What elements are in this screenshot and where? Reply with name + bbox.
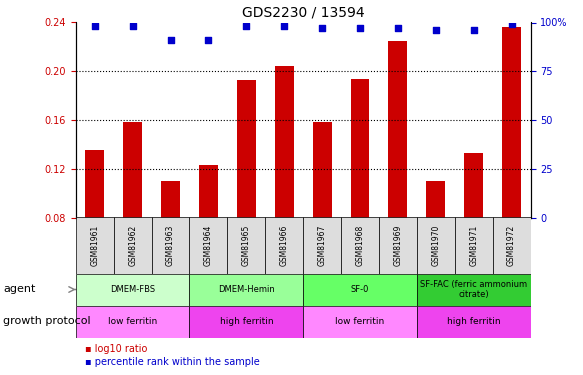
Point [469, 27, 478, 33]
FancyBboxPatch shape [152, 217, 189, 274]
Text: growth protocol: growth protocol [3, 316, 90, 326]
Bar [85, 150, 104, 217]
FancyBboxPatch shape [417, 306, 531, 338]
Bar [464, 153, 483, 218]
Text: GSM81972: GSM81972 [507, 225, 516, 266]
Point [90, 23, 99, 29]
Text: SF-FAC (ferric ammonium
citrate): SF-FAC (ferric ammonium citrate) [420, 280, 527, 299]
FancyBboxPatch shape [303, 306, 417, 338]
Text: ▪ percentile rank within the sample: ▪ percentile rank within the sample [85, 357, 259, 367]
FancyBboxPatch shape [417, 274, 531, 306]
Text: GSM81963: GSM81963 [166, 225, 175, 266]
FancyBboxPatch shape [417, 217, 455, 274]
Text: high ferritin: high ferritin [447, 317, 500, 326]
FancyBboxPatch shape [76, 274, 189, 306]
Point [204, 37, 213, 43]
Bar [388, 41, 408, 218]
Point [393, 26, 402, 32]
FancyBboxPatch shape [379, 217, 417, 274]
Point [279, 23, 289, 29]
Text: GSM81965: GSM81965 [242, 225, 251, 266]
FancyBboxPatch shape [265, 217, 303, 274]
Bar [123, 122, 142, 218]
FancyBboxPatch shape [303, 274, 417, 306]
Bar [199, 165, 218, 218]
FancyBboxPatch shape [76, 217, 114, 274]
Point [166, 37, 175, 43]
FancyBboxPatch shape [189, 217, 227, 274]
Point [507, 21, 517, 27]
Text: agent: agent [3, 285, 36, 294]
Text: GSM81961: GSM81961 [90, 225, 99, 266]
Text: GSM81971: GSM81971 [469, 225, 478, 266]
Title: GDS2230 / 13594: GDS2230 / 13594 [242, 6, 364, 20]
FancyBboxPatch shape [303, 217, 341, 274]
FancyBboxPatch shape [493, 217, 531, 274]
FancyBboxPatch shape [227, 217, 265, 274]
Text: ▪ log10 ratio: ▪ log10 ratio [85, 344, 147, 354]
Text: low ferritin: low ferritin [108, 317, 157, 326]
Text: GSM81967: GSM81967 [318, 225, 326, 266]
FancyBboxPatch shape [189, 306, 303, 338]
Bar [161, 181, 180, 218]
Bar [350, 79, 370, 218]
Text: low ferritin: low ferritin [335, 317, 385, 326]
Bar [502, 27, 521, 218]
Text: GSM81962: GSM81962 [128, 225, 137, 266]
Point [431, 27, 441, 33]
Bar [275, 66, 294, 218]
FancyBboxPatch shape [341, 217, 379, 274]
FancyBboxPatch shape [189, 274, 303, 306]
Text: SF-0: SF-0 [351, 285, 369, 294]
Point [355, 26, 365, 32]
Text: GSM81968: GSM81968 [356, 225, 364, 266]
Bar [312, 122, 332, 218]
Text: high ferritin: high ferritin [220, 317, 273, 326]
Point [241, 23, 251, 29]
Text: GSM81964: GSM81964 [204, 225, 213, 266]
Text: GSM81970: GSM81970 [431, 225, 440, 266]
Text: GSM81969: GSM81969 [394, 225, 402, 266]
Bar [426, 181, 445, 218]
FancyBboxPatch shape [455, 217, 493, 274]
Point [128, 23, 138, 29]
FancyBboxPatch shape [114, 217, 152, 274]
Point [317, 26, 326, 32]
Bar [237, 80, 256, 218]
Text: DMEM-FBS: DMEM-FBS [110, 285, 155, 294]
Text: DMEM-Hemin: DMEM-Hemin [218, 285, 275, 294]
Text: GSM81966: GSM81966 [280, 225, 289, 266]
FancyBboxPatch shape [76, 306, 189, 338]
